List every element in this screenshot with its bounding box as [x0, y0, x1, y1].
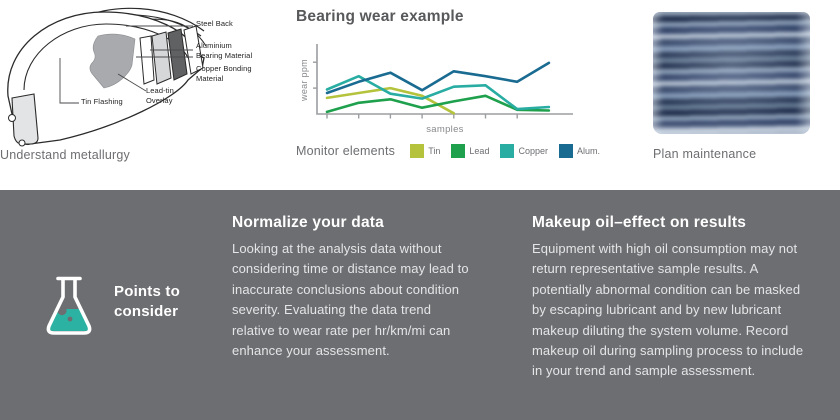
- y-axis-label: wear ppm: [299, 59, 309, 101]
- legend-swatch: [558, 144, 573, 158]
- series-tin: [325, 86, 456, 115]
- x-axis-label: samples: [426, 124, 464, 135]
- legend-label: Lead: [469, 146, 490, 156]
- copper-layer: [167, 28, 188, 81]
- consideration-column-1: Normalize your data Looking at the analy…: [232, 214, 469, 361]
- chart-title: Bearing wear example: [296, 8, 464, 25]
- label-steel-back: Steel Back: [196, 19, 233, 28]
- chart-panel: Bearing wear example wear ppm samples Mo…: [296, 8, 602, 168]
- column-1-heading: Normalize your data: [232, 214, 384, 231]
- legend-item: Lead: [451, 144, 489, 158]
- points-to-consider-label: Points to consider: [114, 283, 180, 321]
- legend-title: Monitor elements: [296, 144, 396, 158]
- bearing-diagram-icon: [7, 7, 207, 147]
- photo-art: [653, 12, 810, 134]
- chart-axes: [316, 44, 573, 115]
- legend-swatch: [500, 144, 515, 158]
- photo-panel: Plan maintenance: [653, 12, 813, 161]
- label-aluminium: Aluminium Bearing Material: [196, 41, 253, 60]
- legend-item: Alum.: [558, 144, 600, 158]
- chart-area: wear ppm samples: [296, 40, 580, 138]
- lead-tin-overlay-layer: [89, 33, 136, 89]
- label-lead-tin: Lead-tin Overlay: [146, 86, 174, 105]
- column-2-body: Equipment with high oil consumption may …: [532, 241, 804, 379]
- aluminium-layer: [151, 31, 172, 85]
- end-face: [11, 93, 39, 145]
- chart-legend-row: Monitor elements Tin Lead Copper Alum.: [296, 144, 600, 158]
- flask-icon: [46, 276, 92, 335]
- consideration-column-2: Makeup oil–effect on results Equipment w…: [532, 214, 808, 382]
- legend-label: Alum.: [576, 146, 600, 156]
- metallurgy-panel: Steel Back Aluminium Bearing Material Co…: [0, 2, 292, 168]
- series-lead: [325, 94, 551, 114]
- chart-legend: Tin Lead Copper Alum.: [410, 144, 600, 158]
- photo-caption: Plan maintenance: [653, 147, 757, 161]
- worn-bearing-photo: [653, 12, 810, 134]
- legend-label: Tin: [428, 146, 441, 156]
- column-1-body: Looking at the analysis data without con…: [232, 241, 469, 359]
- metallurgy-caption: Understand metallurgy: [0, 148, 130, 162]
- legend-swatch: [410, 144, 425, 158]
- column-2-heading: Makeup oil–effect on results: [532, 214, 747, 231]
- label-copper-bonding: Copper Bonding Material: [196, 64, 252, 83]
- flask-bubble: [57, 305, 67, 316]
- label-tin-flashing: Tin Flashing: [81, 97, 123, 106]
- legend-item: Tin: [410, 144, 440, 158]
- top-section: Steel Back Aluminium Bearing Material Co…: [0, 0, 840, 190]
- series-alum: [325, 61, 551, 95]
- wear-chart: [313, 44, 573, 119]
- flask-bubble: [67, 316, 73, 322]
- legend-item: Copper: [500, 144, 548, 158]
- legend-swatch: [451, 144, 466, 158]
- points-to-consider-section: Points to consider Normalize your data L…: [0, 190, 840, 420]
- legend-label: Copper: [518, 146, 548, 156]
- steel-back-layer: [183, 25, 204, 75]
